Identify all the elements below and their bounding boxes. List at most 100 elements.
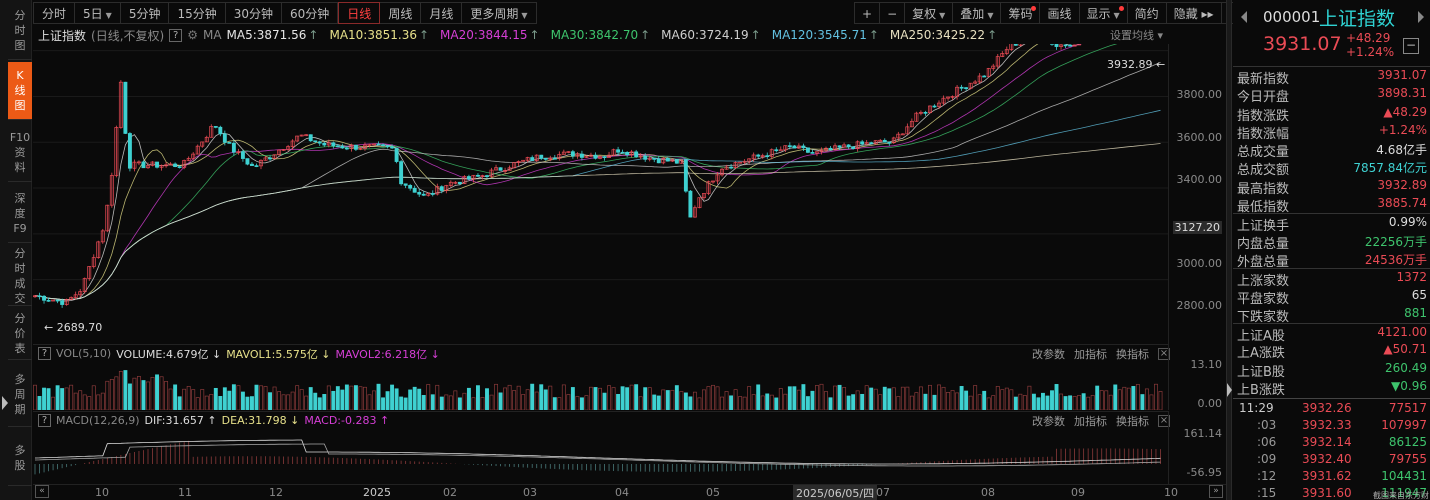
help-icon[interactable]: ?: [169, 28, 183, 42]
panel-splitter[interactable]: [1226, 0, 1232, 500]
add-indicator-button[interactable]: 加指标: [1074, 347, 1107, 361]
y-label: 161.14: [1183, 427, 1223, 440]
tick-price: 3931.60: [1302, 486, 1352, 500]
stat-value: +1.24%: [1378, 122, 1427, 137]
tick-price: 3932.33: [1302, 418, 1352, 432]
draw-button[interactable]: 画线: [1040, 2, 1080, 24]
edit-params-button[interactable]: 改参数: [1032, 414, 1065, 428]
ma-value-3: MA30:3842.70 ↑: [550, 28, 651, 42]
x-label: 08: [981, 486, 995, 499]
zoom-in-button[interactable]: +: [854, 2, 881, 24]
nav-item-3[interactable]: 深度 F9: [8, 185, 32, 243]
ma-legend: MA5:3871.56 ↑ MA10:3851.36 ↑ MA20:3844.15 ↑ MA…: [227, 28, 1009, 42]
y-highlight-label: 3127.20: [1172, 221, 1222, 234]
x-label: 10: [95, 486, 109, 499]
simple-button[interactable]: 简约: [1127, 2, 1167, 24]
notification-dot-icon: [1118, 6, 1124, 11]
stat-label: 上证A股: [1237, 329, 1285, 345]
candlestick-chart[interactable]: [33, 44, 1168, 344]
nav-item-4[interactable]: 分时成交: [8, 246, 32, 306]
switch-indicator-button[interactable]: 换指标: [1116, 347, 1149, 361]
stat-value: 3898.31: [1377, 86, 1427, 101]
stat-label: 总成交量: [1237, 145, 1290, 161]
stat-label: 上涨家数: [1237, 274, 1290, 290]
stat-row: 外盘总量 24536万手: [1233, 250, 1430, 270]
watermark: 截图来自东方财富: [1373, 491, 1429, 500]
period-tab-4[interactable]: 30分钟: [225, 2, 283, 24]
stat-row: 指数涨跌 ▲48.29: [1233, 104, 1430, 124]
macd-chart[interactable]: [33, 430, 1168, 484]
stat-row: 上证A股 4121.00: [1233, 323, 1430, 345]
restore-rights-dropdown[interactable]: 复权 ▼: [905, 2, 954, 24]
period-tab-0[interactable]: 分时: [33, 2, 76, 24]
caret-down-icon: ▼: [521, 11, 528, 20]
volume-chart[interactable]: [33, 362, 1168, 410]
tick-list[interactable]: 11:29 3932.26 77517:03 3932.33 107997:06 3932…: [1233, 398, 1430, 500]
zoom-out-button[interactable]: −: [880, 2, 906, 24]
collapse-arrow-icon: [1227, 383, 1232, 397]
help-icon[interactable]: ?: [38, 414, 51, 427]
macd-value: MACD:-0.283 ↑: [304, 414, 390, 427]
kline-header: 上证指数 (日线,不复权) ? ⚙ MA MA5:3871.56 ↑ MA10:38…: [38, 27, 1013, 43]
nav-item-0[interactable]: 分时图: [8, 2, 32, 60]
stat-label: 指数涨跌: [1237, 108, 1290, 124]
price-axis: 3800.00 3600.00 3400.00 3127.20 3000.00 …: [1168, 44, 1226, 344]
stat-label: 今日开盘: [1237, 90, 1290, 106]
nav-item-7[interactable]: 多股: [8, 430, 32, 486]
tick-time: :03: [1257, 418, 1277, 432]
period-tab-3[interactable]: 15分钟: [169, 2, 226, 24]
nav-item-2[interactable]: F10 资料: [8, 124, 32, 182]
caret-down-icon: ▼: [1113, 11, 1120, 20]
overlay-dropdown[interactable]: 叠加 ▼: [953, 2, 1002, 24]
tick-volume: 104431: [1381, 469, 1427, 483]
stat-row: 今日开盘 3898.31: [1233, 85, 1430, 106]
nav-char: 多: [14, 443, 26, 457]
stat-value: 4121.00: [1377, 325, 1427, 340]
minimize-button[interactable]: −: [1403, 38, 1419, 54]
nav-char: F10: [9, 131, 31, 144]
nav-char: 成: [14, 276, 26, 290]
nav-char: 多: [14, 372, 26, 386]
stat-row: 平盘家数 65: [1233, 287, 1430, 307]
period-tab-7[interactable]: 周线: [380, 2, 422, 24]
mavol2-value: MAVOL2:6.218亿 ↓: [335, 347, 440, 361]
gear-icon[interactable]: ⚙: [187, 28, 198, 42]
stat-value: 3931.07: [1377, 68, 1427, 82]
period-tab-8[interactable]: 月线: [421, 2, 463, 24]
stat-row: 内盘总量 22256万手: [1233, 232, 1430, 252]
set-ma-dropdown[interactable]: 设置均线 ▾: [1110, 29, 1164, 42]
scroll-left-button[interactable]: «: [35, 485, 49, 498]
expand-arrow-icon[interactable]: [2, 396, 8, 410]
period-tab-6[interactable]: 日线: [338, 2, 381, 24]
nav-item-5[interactable]: 分价表: [8, 308, 32, 360]
scroll-right-button[interactable]: »: [1209, 485, 1223, 498]
nav-item-6[interactable]: 多周期: [8, 362, 32, 427]
help-icon[interactable]: ?: [38, 347, 51, 360]
macd-title: MACD(12,26,9): [56, 414, 140, 427]
close-icon[interactable]: ×: [1158, 414, 1170, 427]
next-stock-icon[interactable]: [1418, 11, 1424, 23]
prev-stock-icon[interactable]: [1241, 11, 1247, 23]
close-icon[interactable]: ×: [1158, 347, 1170, 360]
period-tab-9[interactable]: 更多周期 ▼: [462, 2, 537, 24]
ma-value-5: MA120:3545.71 ↑: [771, 28, 879, 42]
hide-button[interactable]: 隐藏 ▸▸: [1166, 2, 1222, 24]
stat-row: 最低指数 3885.74: [1233, 195, 1430, 215]
ma-value-2: MA20:3844.15 ↑: [440, 28, 540, 42]
macd-tools: 改参数 加指标 换指标 ×: [1032, 413, 1179, 428]
period-tab-5[interactable]: 60分钟: [282, 2, 339, 24]
switch-indicator-button[interactable]: 换指标: [1116, 414, 1149, 428]
display-dropdown[interactable]: 显示 ▼: [1079, 2, 1128, 24]
period-tab-1[interactable]: 5日 ▼: [75, 2, 121, 24]
chips-button[interactable]: 筹码: [1001, 2, 1041, 24]
period-label: 更多周期: [470, 7, 519, 21]
stat-row: 上A涨跌 ▲50.71: [1233, 341, 1430, 361]
period-label: 5日: [83, 7, 103, 21]
add-indicator-button[interactable]: 加指标: [1074, 414, 1107, 428]
tick-volume: 86125: [1388, 435, 1427, 449]
stat-label: 指数涨幅: [1237, 126, 1290, 142]
edit-params-button[interactable]: 改参数: [1032, 347, 1065, 361]
stat-value: ▲48.29: [1383, 104, 1427, 119]
period-tab-2[interactable]: 5分钟: [120, 2, 170, 24]
